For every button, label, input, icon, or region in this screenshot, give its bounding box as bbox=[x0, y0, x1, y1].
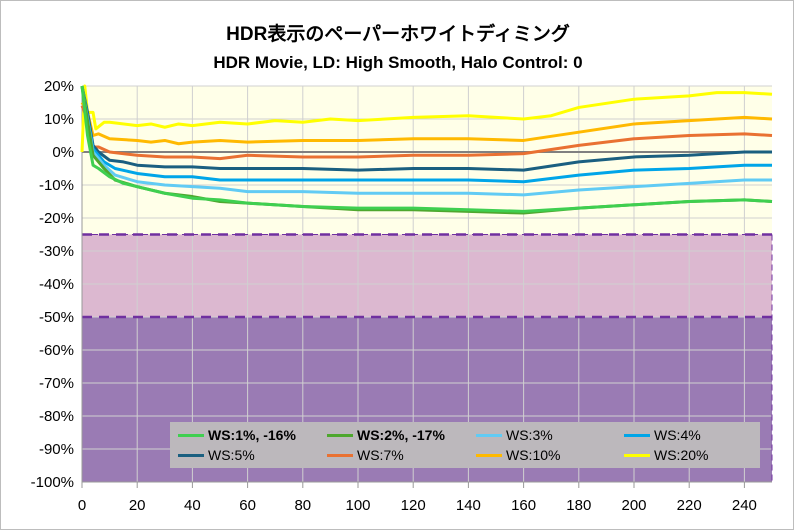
legend-label: WS:20% bbox=[654, 447, 709, 463]
x-tick-label: 180 bbox=[566, 497, 591, 514]
legend-label: WS:1%, -16% bbox=[208, 427, 296, 443]
x-tick-label: 200 bbox=[621, 497, 646, 514]
x-tick-label: 240 bbox=[732, 497, 757, 514]
legend-label: WS:10% bbox=[506, 447, 561, 463]
y-tick-label: -90% bbox=[39, 441, 74, 458]
x-tick-label: 120 bbox=[401, 497, 426, 514]
series-line-7 bbox=[80, 84, 773, 153]
legend-item: WS:4% bbox=[624, 425, 701, 445]
y-tick-label: 20% bbox=[44, 78, 74, 95]
series-line-0 bbox=[80, 85, 773, 213]
chart-title: HDR表示のペーパーホワイトディミング bbox=[226, 24, 570, 45]
legend-item: WS:2%, -17% bbox=[327, 425, 445, 445]
y-tick-label: -60% bbox=[39, 342, 74, 359]
legend-swatch bbox=[476, 453, 502, 457]
chart-subtitle: HDR Movie, LD: High Smooth, Halo Control… bbox=[213, 53, 583, 72]
legend-item: WS:20% bbox=[624, 445, 708, 465]
legend-item: WS:10% bbox=[476, 445, 560, 465]
series-line-5 bbox=[80, 105, 773, 161]
x-tick-label: 140 bbox=[456, 497, 481, 514]
series-line-2 bbox=[80, 85, 772, 197]
series-line-4 bbox=[80, 85, 772, 172]
x-tick-label: 80 bbox=[294, 497, 311, 514]
y-tick-label: -20% bbox=[39, 210, 74, 227]
x-tick-label: 40 bbox=[184, 497, 201, 514]
legend-swatch bbox=[624, 433, 650, 437]
y-tick-label: 0% bbox=[52, 144, 74, 161]
legend-label: WS:5% bbox=[208, 447, 255, 463]
legend-swatch bbox=[327, 453, 353, 457]
series-line-3 bbox=[80, 85, 772, 184]
legend-label: WS:7% bbox=[357, 447, 404, 463]
x-tick-label: 60 bbox=[239, 497, 256, 514]
y-tick-label: 10% bbox=[44, 111, 74, 128]
x-tick-label: 160 bbox=[511, 497, 536, 514]
legend-item: WS:3% bbox=[476, 425, 553, 445]
band-0 bbox=[82, 86, 772, 235]
y-tick-label: -50% bbox=[39, 309, 74, 326]
legend-swatch bbox=[476, 433, 502, 437]
y-tick-label: -40% bbox=[39, 276, 74, 293]
y-tick-label: -80% bbox=[39, 408, 74, 425]
legend: WS:1%, -16% WS:2%, -17% WS:3% WS:4% WS:5% WS:… bbox=[170, 422, 760, 468]
legend-swatch bbox=[178, 453, 204, 457]
x-tick-label: 100 bbox=[345, 497, 370, 514]
y-tick-label: -70% bbox=[39, 375, 74, 392]
y-tick-label: -100% bbox=[31, 474, 74, 491]
band-1 bbox=[82, 234, 772, 317]
legend-label: WS:3% bbox=[506, 427, 553, 443]
x-tick-label: 20 bbox=[129, 497, 146, 514]
legend-item: WS:5% bbox=[178, 445, 255, 465]
legend-item: WS:7% bbox=[327, 445, 404, 465]
series-line-6 bbox=[80, 101, 773, 146]
y-tick-label: -30% bbox=[39, 243, 74, 260]
legend-swatch bbox=[178, 433, 204, 437]
legend-label: WS:2%, -17% bbox=[357, 427, 445, 443]
x-tick-label: 0 bbox=[78, 497, 86, 514]
legend-swatch bbox=[624, 453, 650, 457]
x-tick-label: 220 bbox=[677, 497, 702, 514]
legend-label: WS:4% bbox=[654, 427, 701, 443]
y-tick-label: -10% bbox=[39, 177, 74, 194]
legend-swatch bbox=[327, 433, 353, 437]
legend-item: WS:1%, -16% bbox=[178, 425, 296, 445]
